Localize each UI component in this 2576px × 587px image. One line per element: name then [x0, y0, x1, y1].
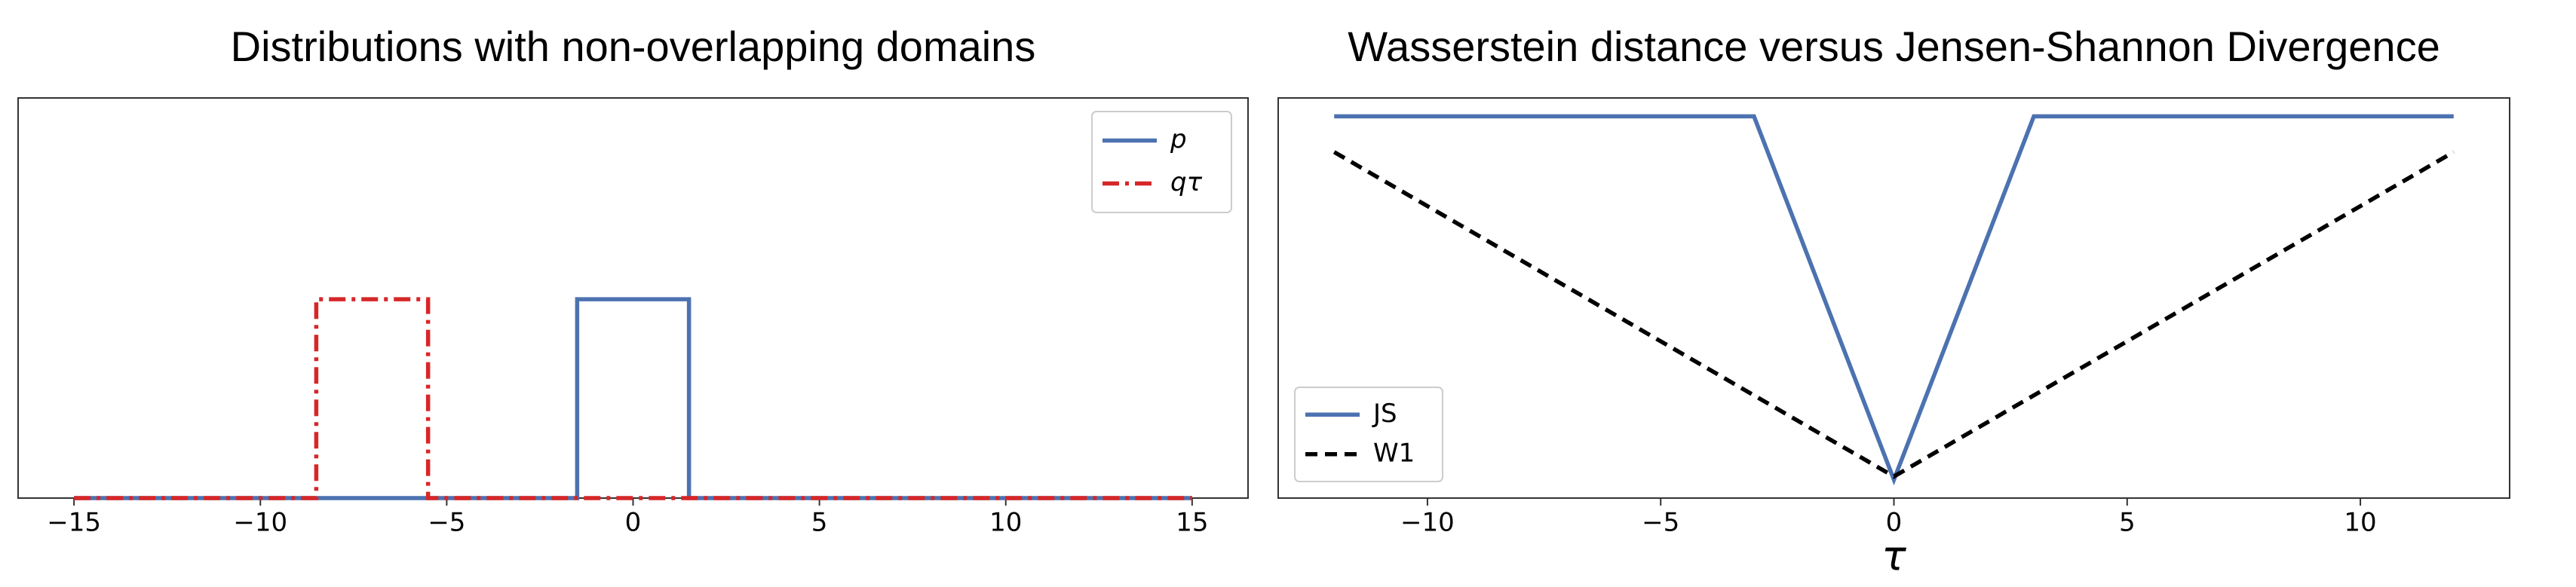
x-tick-label: 10: [989, 508, 1022, 538]
x-tick-label: 10: [2344, 508, 2376, 538]
data-line: [1334, 114, 2454, 486]
data-line: [74, 297, 1192, 500]
legend-box: [1091, 111, 1232, 213]
x-tick-label: −5: [428, 508, 465, 538]
x-tick-label: −10: [1400, 508, 1455, 538]
chart-title: Distributions with non-overlapping domai…: [231, 23, 1036, 70]
legend-box: [1294, 387, 1443, 482]
x-tick-label: −5: [1642, 508, 1679, 538]
data-line: [1332, 150, 2455, 479]
legend-label: JS: [1372, 399, 1397, 429]
x-tick-label: 0: [625, 508, 642, 538]
x-tick-label: −15: [47, 508, 101, 538]
x-tick-label: 5: [2119, 508, 2136, 538]
legend-label: p: [1170, 124, 1187, 154]
x-tick-label: 15: [1176, 508, 1208, 538]
x-tick-label: 5: [811, 508, 828, 538]
chart-title: Wasserstein distance versus Jensen-Shann…: [1348, 23, 2440, 70]
x-axis-label: τ: [1881, 533, 1906, 580]
plot-frame: [1277, 97, 2510, 499]
legend-label: qτ: [1170, 167, 1203, 197]
x-tick-label: −10: [233, 508, 287, 538]
legend-label: W1: [1373, 438, 1415, 468]
data-line: [74, 297, 1192, 500]
x-tick-label: 0: [1886, 508, 1903, 538]
